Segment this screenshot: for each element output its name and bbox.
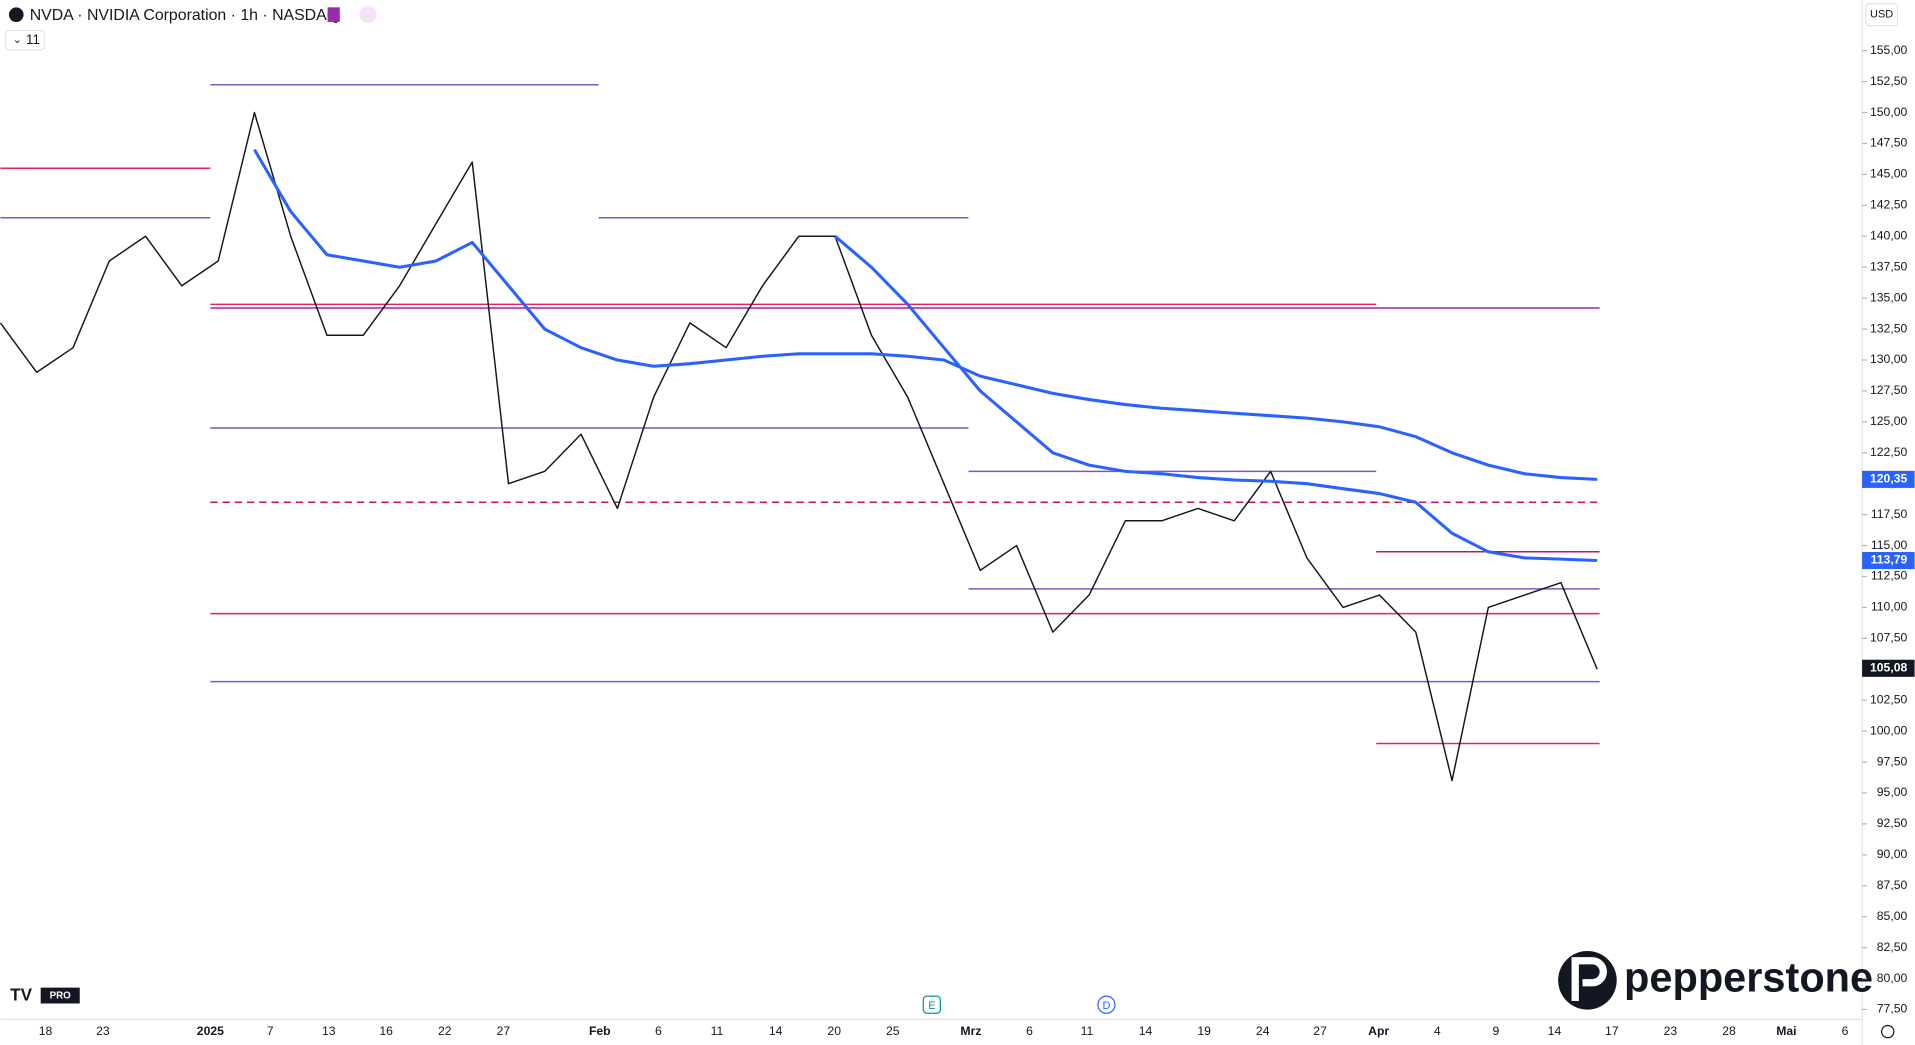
y-tick-label: 102,50 [1870, 692, 1907, 706]
x-tick-label: 14 [1139, 1024, 1153, 1038]
y-tick-label: 87,50 [1877, 878, 1908, 892]
symbol-icon [8, 7, 24, 22]
price-label: 105,08 [1870, 660, 1907, 674]
event-icon[interactable] [1097, 995, 1116, 1014]
x-tick-label: 6 [1026, 1024, 1033, 1038]
y-tick-label: 77,50 [1877, 1002, 1908, 1016]
axis-settings[interactable] [1881, 1024, 1895, 1039]
y-tick-label: 85,00 [1877, 909, 1908, 923]
x-tick-label: 9 [1492, 1024, 1499, 1038]
y-tick-label: 92,50 [1877, 816, 1908, 830]
y-tick-label: 147,50 [1870, 136, 1907, 150]
y-tick-label: 140,00 [1870, 229, 1907, 243]
x-tick-label: 4 [1434, 1024, 1441, 1038]
price-label-box [1862, 551, 1915, 570]
y-tick-label: 145,00 [1870, 167, 1907, 181]
y-tick-label: 155,00 [1870, 43, 1907, 57]
y-tick-label: 122,50 [1870, 445, 1907, 459]
y-tick-label: 95,00 [1877, 785, 1908, 799]
y-tick-label: 127,50 [1870, 383, 1907, 397]
x-tick-label: 23 [1664, 1024, 1678, 1038]
y-tick-label: 137,50 [1870, 259, 1907, 273]
x-tick-label: 25 [886, 1024, 900, 1038]
currency[interactable]: USD [1870, 9, 1893, 21]
x-tick-label: 14 [769, 1024, 783, 1038]
y-tick-label: 135,00 [1870, 290, 1907, 304]
event-label[interactable]: D [1102, 1000, 1110, 1012]
x-tick-label: 18 [39, 1024, 53, 1038]
y-tick-label: 112,50 [1871, 569, 1908, 583]
compare-icon[interactable] [359, 6, 377, 24]
x-tick-label: 11 [711, 1024, 724, 1038]
levels [0, 84, 1600, 745]
x-tick-label: 20 [827, 1024, 841, 1038]
y-tick-label: 150,00 [1870, 105, 1907, 119]
indicator-chevron[interactable]: ⌄ [13, 34, 22, 46]
moving-average [253, 148, 1598, 481]
x-tick-label: 7 [267, 1024, 274, 1038]
y-tick-label: 80,00 [1877, 971, 1908, 985]
y-tick-label: 130,00 [1870, 352, 1907, 366]
x-tick-label: 27 [497, 1024, 511, 1038]
event-icon[interactable] [922, 995, 942, 1014]
price-label: 113,79 [1871, 553, 1908, 567]
y-tick-label: 132,50 [1870, 321, 1907, 335]
y-tick-label: 82,50 [1877, 940, 1908, 954]
tv-logo-mark: TV [10, 986, 32, 1005]
x-tick-label: 28 [1722, 1024, 1736, 1038]
x-tick-label: Apr [1368, 1024, 1389, 1038]
settings-icon[interactable] [1881, 1024, 1895, 1039]
price-label: 120,35 [1870, 472, 1907, 486]
x-tick-label: 27 [1313, 1024, 1327, 1038]
y-tick-label: 152,50 [1870, 74, 1907, 88]
x-tick-label: Mrz [960, 1024, 981, 1038]
price-label-box [1862, 659, 1915, 677]
brand-name: pepperstone [1624, 953, 1873, 1000]
y-tick-label: 107,50 [1870, 631, 1907, 645]
flag-icon[interactable] [327, 7, 340, 22]
indicator-count[interactable]: 11 [26, 32, 40, 47]
y-tick-label: 90,00 [1877, 847, 1908, 861]
x-tick-label: 17 [1605, 1024, 1619, 1038]
x-tick-label: Feb [589, 1024, 611, 1038]
currency-box[interactable] [1865, 3, 1899, 27]
price-line [0, 111, 1598, 782]
x-tick-label: Mai [1776, 1024, 1796, 1038]
y-tick-label: 110,00 [1871, 600, 1908, 614]
y-tick-label: 100,00 [1870, 723, 1907, 737]
brand-logo: pepperstone [1558, 950, 1873, 1010]
x-tick-label: 19 [1197, 1024, 1211, 1038]
tv-pro: PRO [50, 991, 72, 1002]
x-tick-label: 6 [655, 1024, 662, 1038]
indicator-toggle[interactable] [4, 29, 45, 51]
moving-average [834, 235, 1598, 562]
y-tick-label: 125,00 [1870, 414, 1907, 428]
x-tick-label: 14 [1548, 1024, 1562, 1038]
axes: 77,50 80,00 82,50 85,00 87,50 90,00 92,50 95,00… [39, 43, 1915, 1038]
tv-pro-badge [40, 987, 80, 1004]
y-tick-label: 117,50 [1871, 507, 1908, 521]
price-label-box [1862, 470, 1915, 488]
x-tick-label: 11 [1081, 1024, 1094, 1038]
lines [0, 111, 1598, 782]
x-tick-label: 22 [438, 1024, 452, 1038]
x-tick-label: 2025 [197, 1024, 224, 1038]
y-tick-label: 115,00 [1871, 538, 1908, 552]
event-label[interactable]: E [928, 1000, 935, 1012]
x-tick-label: 6 [1842, 1024, 1849, 1038]
y-tick-label: 142,50 [1870, 198, 1907, 212]
x-tick-label: 13 [322, 1024, 336, 1038]
y-tick-label: 97,50 [1877, 754, 1908, 768]
x-tick-label: 16 [379, 1024, 393, 1038]
x-tick-label: 23 [96, 1024, 110, 1038]
symbol-title: NVDA · NVIDIA Corporation · 1h · NASDAQ [30, 7, 339, 24]
x-tick-label: 24 [1256, 1024, 1270, 1038]
brand-glyph [1571, 957, 1607, 1002]
